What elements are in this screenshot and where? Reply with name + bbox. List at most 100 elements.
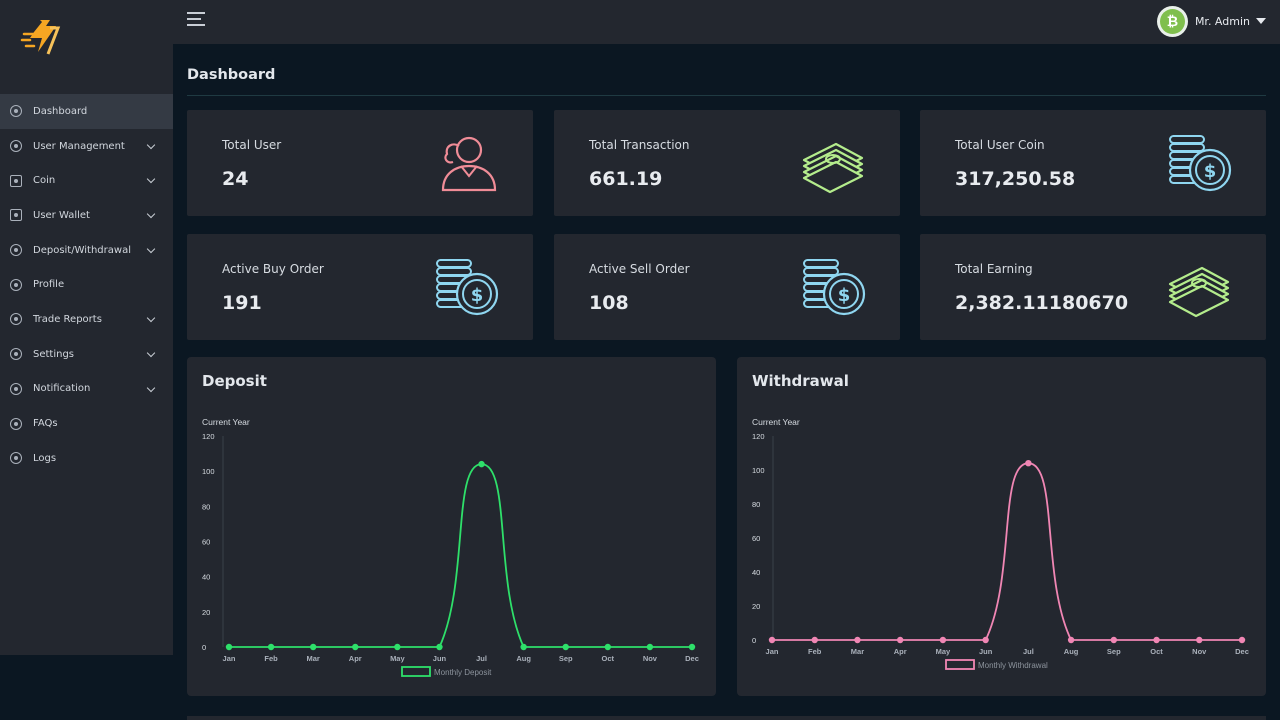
y-tick-label: 100 <box>752 466 765 475</box>
chevron-down-icon[interactable] <box>146 140 156 149</box>
sidebar-item-label: Notification <box>33 383 91 395</box>
data-point[interactable] <box>562 643 569 651</box>
data-point[interactable] <box>646 643 654 651</box>
chevron-down-icon[interactable] <box>146 175 156 184</box>
user-menu[interactable]: ₿ Mr. Admin <box>1156 5 1266 37</box>
stat-card-label: Total User Coin <box>955 138 1045 152</box>
sidebar-item-label: Profile <box>33 279 65 291</box>
data-point[interactable] <box>896 636 904 644</box>
legend-label[interactable]: Monthly Deposit <box>434 668 492 677</box>
x-tick-label: Dec <box>685 654 699 663</box>
sidebar-item-deposit-withdrawal[interactable]: Deposit/Withdrawal <box>0 233 173 268</box>
chevron-down-icon[interactable] <box>146 348 156 358</box>
avatar[interactable]: ₿ <box>1156 5 1188 37</box>
divider <box>187 95 1266 96</box>
x-tick-label: Feb <box>264 654 278 663</box>
sidebar-item-user-management[interactable]: User Management <box>0 129 173 164</box>
data-point[interactable] <box>688 643 696 651</box>
sidebar-item-faqs[interactable]: FAQs <box>0 406 173 441</box>
chevron-down-icon[interactable] <box>146 383 156 392</box>
data-point[interactable] <box>1196 636 1203 644</box>
user-icon <box>441 136 497 192</box>
x-tick-label: Sep <box>1107 647 1121 656</box>
page-title: Dashboard <box>187 67 276 83</box>
x-tick-label: Aug <box>1064 647 1079 656</box>
sidebar-nav: Dashboard User Management Coin User Wallet D… <box>0 94 173 476</box>
legend-swatch[interactable] <box>945 659 975 670</box>
stat-card-total-user: Total User 24 <box>187 110 533 216</box>
data-point[interactable] <box>436 643 443 651</box>
data-point[interactable] <box>1025 460 1032 467</box>
data-point[interactable] <box>811 636 818 644</box>
sidebar-item-notification[interactable]: Notification <box>0 372 173 407</box>
sidebar-item-logs[interactable]: Logs <box>0 441 173 476</box>
x-tick-label: Aug <box>516 654 531 663</box>
sidebar-item-coin[interactable]: Coin <box>0 163 173 198</box>
stat-card-value: 108 <box>589 292 629 314</box>
sidebar-item-label: Dashboard <box>33 105 88 117</box>
sidebar-item-settings[interactable]: Settings <box>0 337 173 372</box>
data-point[interactable] <box>225 643 233 651</box>
data-point[interactable] <box>1153 636 1160 644</box>
stat-card-label: Active Buy Order <box>222 262 324 276</box>
stat-card-label: Total Earning <box>955 262 1033 276</box>
data-point[interactable] <box>352 643 359 651</box>
next-panel-edge <box>187 716 1266 720</box>
data-point[interactable] <box>854 636 861 644</box>
data-point[interactable] <box>520 643 527 651</box>
sidebar-item-dashboard[interactable]: Dashboard <box>0 94 173 129</box>
caret-down-icon[interactable] <box>1256 18 1266 24</box>
svg-text:$: $ <box>471 285 484 306</box>
top-bar: ₿ Mr. Admin <box>173 0 1280 44</box>
chevron-down-icon[interactable] <box>146 244 156 253</box>
x-tick-label: Mar <box>851 647 864 656</box>
data-point[interactable] <box>1238 636 1246 644</box>
data-point[interactable] <box>1110 636 1118 644</box>
data-point[interactable] <box>939 636 947 644</box>
data-point[interactable] <box>604 643 612 651</box>
logo[interactable] <box>20 14 64 62</box>
y-tick-label: 0 <box>752 636 756 645</box>
legend-swatch[interactable] <box>401 666 431 677</box>
sidebar-item-label: Logs <box>33 452 57 464</box>
stat-card-active-buy-order: Active Buy Order 191 $ <box>187 234 533 340</box>
sidebar-item-trade-reports[interactable]: Trade Reports <box>0 302 173 337</box>
x-tick-label: Sep <box>559 654 573 663</box>
data-point[interactable] <box>478 460 485 468</box>
sidebar: Dashboard User Management Coin User Wallet D… <box>0 0 173 655</box>
series-line <box>771 462 1242 641</box>
report-icon <box>10 313 22 326</box>
data-point[interactable] <box>1067 636 1075 644</box>
user-circle-icon <box>10 140 22 153</box>
chevron-down-icon[interactable] <box>146 313 156 323</box>
hamburger-menu-icon[interactable] <box>187 12 207 30</box>
stat-card-value: 191 <box>222 292 262 314</box>
stat-card-value: 661.19 <box>589 168 663 190</box>
coin-stack-icon: $ <box>1169 135 1232 192</box>
data-point[interactable] <box>267 643 275 651</box>
x-tick-label: Apr <box>894 647 907 656</box>
x-tick-label: May <box>936 647 951 656</box>
sidebar-item-user-wallet[interactable]: User Wallet <box>0 198 173 233</box>
sidebar-item-label: Deposit/Withdrawal <box>33 244 131 256</box>
data-point[interactable] <box>768 636 776 644</box>
y-tick-label: 20 <box>202 608 210 617</box>
x-tick-label: Feb <box>808 647 822 656</box>
stat-card-active-sell-order: Active Sell Order 108 $ <box>554 234 900 340</box>
data-point[interactable] <box>309 643 317 651</box>
chevron-down-icon[interactable] <box>146 209 156 219</box>
bell-icon <box>10 382 22 395</box>
data-point[interactable] <box>982 636 989 644</box>
sidebar-item-profile[interactable]: Profile <box>0 267 173 302</box>
stat-card-value: 2,382.11180670 <box>955 292 1129 314</box>
y-axis-label: Current Year <box>202 417 250 427</box>
user-name[interactable]: Mr. Admin <box>1194 14 1250 28</box>
x-tick-label: Oct <box>602 654 615 663</box>
legend-label[interactable]: Monthly Withdrawal <box>978 661 1048 670</box>
sidebar-item-label: Settings <box>33 348 75 360</box>
question-icon <box>10 417 22 430</box>
data-point[interactable] <box>394 643 401 651</box>
x-tick-label: Jun <box>979 647 993 656</box>
x-tick-label: Oct <box>1150 647 1163 656</box>
profile-icon <box>10 278 22 291</box>
